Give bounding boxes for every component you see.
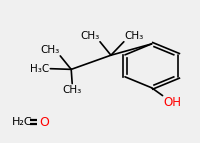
Text: CH₃: CH₃ bbox=[63, 85, 82, 95]
Text: CH₃: CH₃ bbox=[80, 31, 99, 41]
Text: CH₃: CH₃ bbox=[124, 31, 144, 41]
Text: OH: OH bbox=[164, 96, 182, 109]
Text: H₃C: H₃C bbox=[30, 64, 49, 74]
Text: O: O bbox=[39, 116, 49, 129]
Text: H₂C: H₂C bbox=[12, 118, 32, 127]
Text: CH₃: CH₃ bbox=[40, 45, 60, 55]
